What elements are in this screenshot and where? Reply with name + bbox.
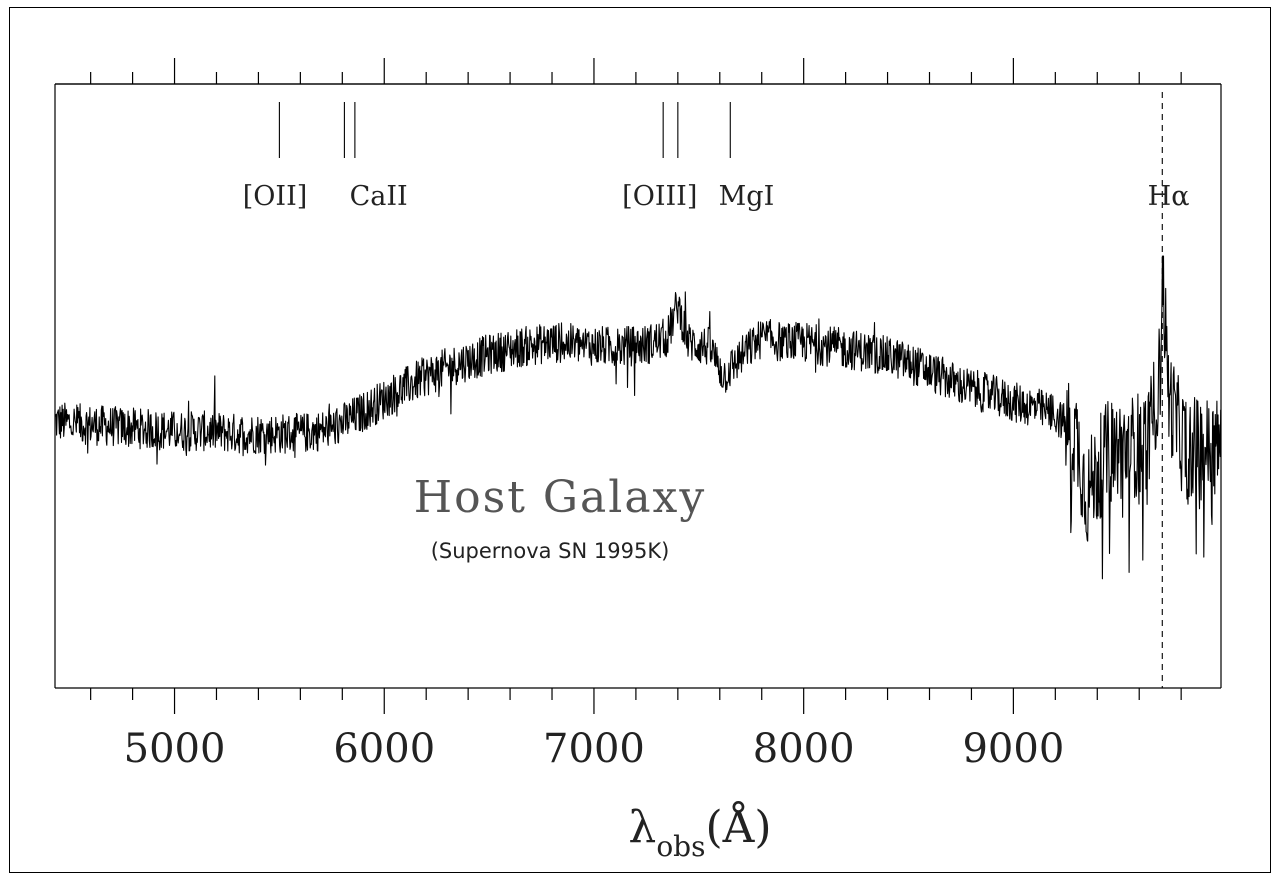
spectral-line-label: [OIII] xyxy=(622,181,697,212)
x-tick-label: 9000 xyxy=(962,726,1064,772)
x-tick-label: 7000 xyxy=(543,726,645,772)
annotation-title: Host Galaxy xyxy=(414,472,706,523)
x-axis-label-subscript: obs xyxy=(656,830,705,863)
x-axis-label-unit: (Å) xyxy=(705,800,771,853)
x-tick-label: 5000 xyxy=(124,726,226,772)
x-tick-label: 6000 xyxy=(333,726,435,772)
spectral-line-label: MgI xyxy=(719,181,775,212)
x-axis-label: λobs(Å) xyxy=(628,800,771,863)
annotation-subtitle: (Supernova SN 1995K) xyxy=(431,539,670,563)
spectral-line-label: Hα xyxy=(1148,181,1190,212)
spectral-line-label: [OII] xyxy=(243,181,308,212)
spectrum-series-line xyxy=(54,255,1222,580)
x-axis-label-symbol: λ xyxy=(628,802,656,853)
spectral-line-label: CaII xyxy=(350,181,408,212)
x-tick-label: 8000 xyxy=(753,726,855,772)
